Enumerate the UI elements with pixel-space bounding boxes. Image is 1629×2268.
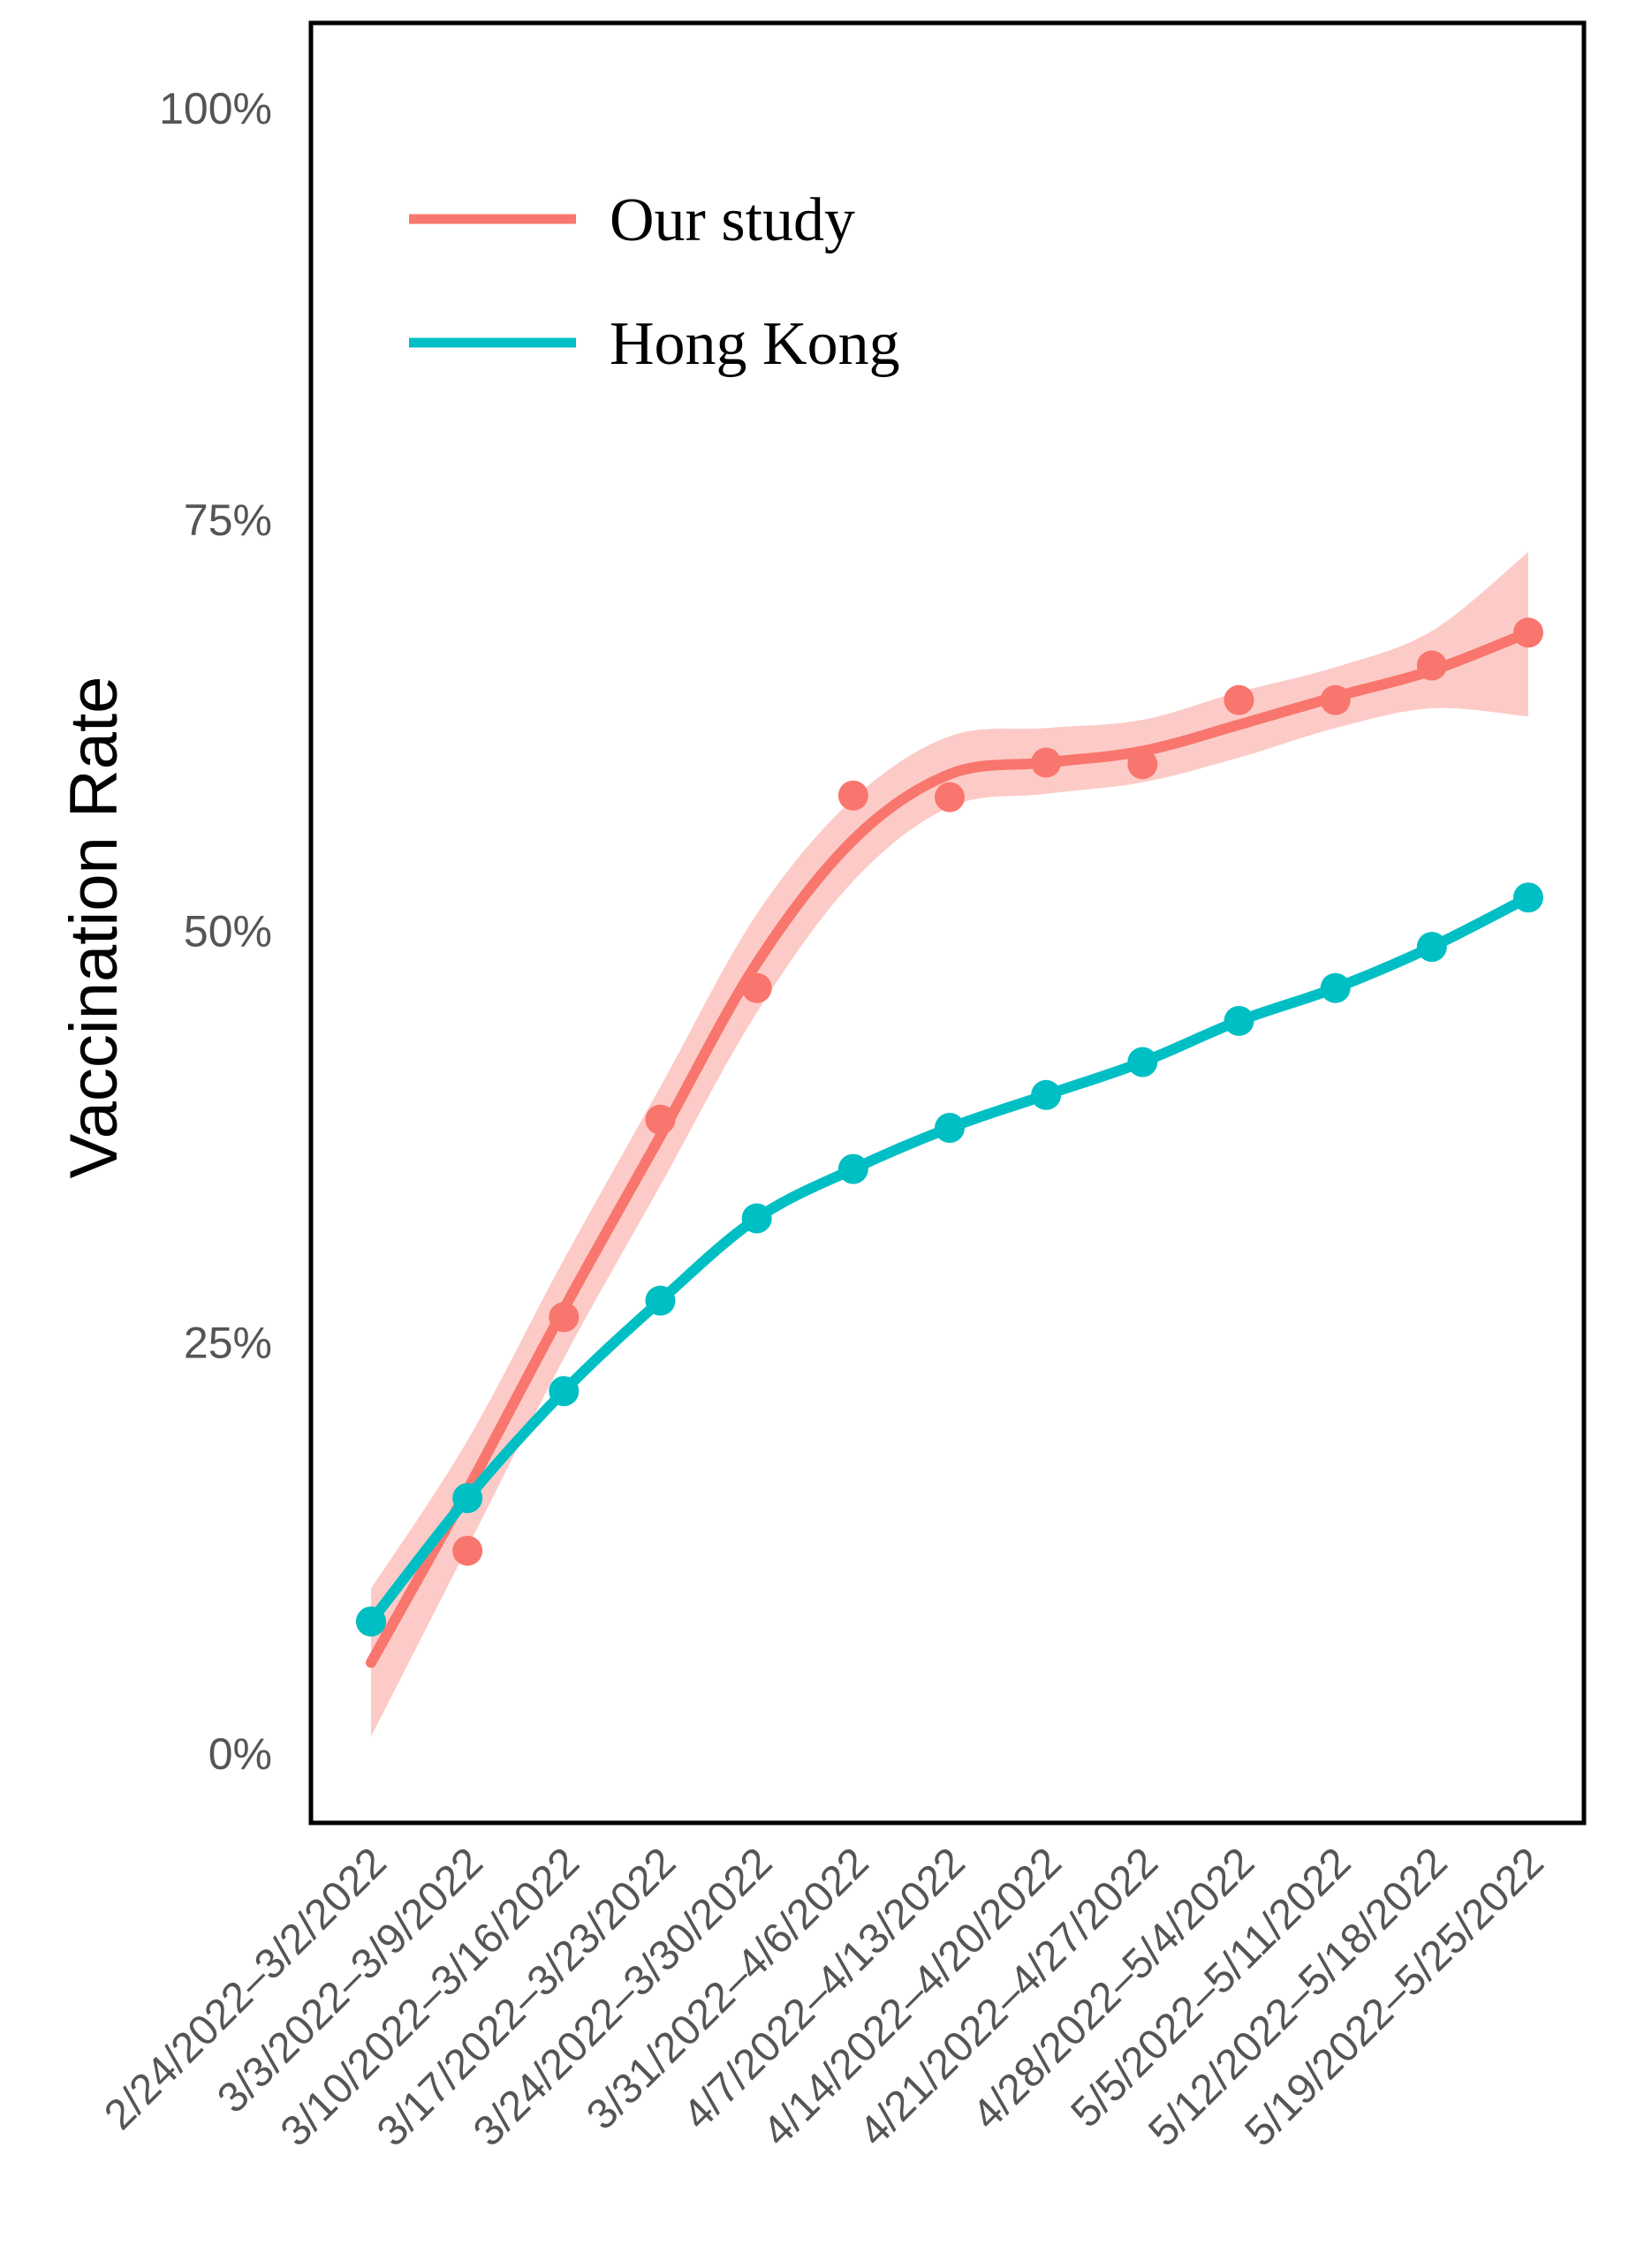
- x-axis-ticks: 2/24/2022–3/2/20223/3/2022–3/9/20223/10/…: [95, 1839, 1552, 2155]
- hong-kong-point: [1416, 932, 1447, 963]
- hong-kong-point: [1320, 972, 1351, 1003]
- hong-kong-point: [356, 1606, 386, 1637]
- hong-kong-point: [1224, 1005, 1254, 1036]
- hong-kong-point: [1513, 882, 1543, 913]
- our-study-confidence-band: [371, 552, 1528, 1737]
- our-study-point: [452, 1535, 483, 1566]
- our-study-point: [837, 780, 868, 811]
- legend-label-our-study: Our study: [610, 186, 855, 254]
- hong-kong-point: [741, 1203, 772, 1234]
- our-study-point: [1416, 650, 1447, 681]
- y-tick-label: 0%: [208, 1729, 272, 1779]
- y-tick-label: 25%: [184, 1318, 272, 1367]
- our-study-point: [1320, 684, 1351, 715]
- our-study-point: [741, 972, 772, 1003]
- hong-kong-point: [1031, 1079, 1062, 1110]
- y-tick-label: 75%: [184, 495, 272, 545]
- series-points: [356, 617, 1543, 1637]
- hong-kong-point: [645, 1285, 676, 1316]
- our-study-point: [645, 1104, 676, 1135]
- confidence-bands: [371, 552, 1528, 1737]
- hong-kong-line: [366, 892, 1534, 1627]
- our-study-point: [1224, 684, 1254, 715]
- our-study-line: [366, 627, 1534, 1668]
- hong-kong-point: [452, 1483, 483, 1514]
- our-study-point: [549, 1302, 580, 1333]
- y-tick-label: 50%: [184, 907, 272, 956]
- our-study-point: [1513, 617, 1543, 648]
- y-axis-title: Vaccination Rate: [57, 677, 132, 1179]
- hong-kong-point: [935, 1113, 965, 1144]
- hong-kong-point: [549, 1376, 580, 1407]
- our-study-point: [935, 782, 965, 813]
- hong-kong-point: [1127, 1047, 1158, 1077]
- y-axis-ticks: 0% 25% 50% 75% 100%: [159, 84, 272, 1779]
- legend: Our study Hong Kong: [409, 186, 900, 378]
- y-tick-label: 100%: [159, 84, 272, 133]
- hong-kong-point: [837, 1153, 868, 1184]
- our-study-point: [1031, 747, 1062, 778]
- plot-border: [308, 20, 1587, 1826]
- legend-label-hong-kong: Hong Kong: [610, 310, 900, 378]
- our-study-point: [1127, 749, 1158, 780]
